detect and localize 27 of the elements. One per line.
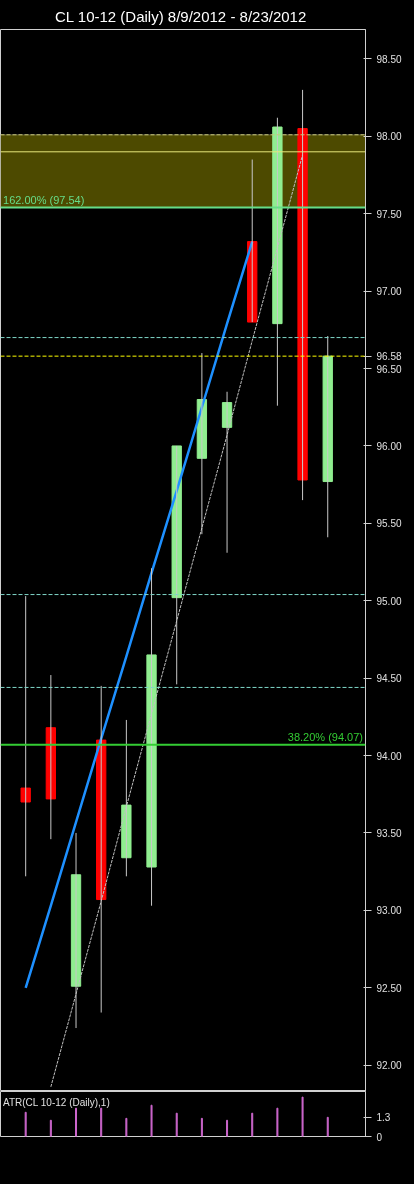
candlestick xyxy=(322,335,333,538)
y-tick-label: 96.00 xyxy=(376,440,402,452)
y-tick-label: 96.58 xyxy=(376,351,402,363)
y-tick-label: 93.50 xyxy=(376,827,402,839)
y-tick-label: 97.50 xyxy=(376,208,402,220)
y-tick-label: 92.00 xyxy=(376,1060,402,1072)
y-tick-label: 98.00 xyxy=(376,131,402,143)
y-tick-label: 0 xyxy=(376,1131,383,1143)
y-tick-label: 94.00 xyxy=(376,750,402,762)
y-tick-label: 98.50 xyxy=(376,53,402,65)
y-tick-label: 1.3 xyxy=(376,1112,391,1124)
line-series xyxy=(24,240,254,990)
y-tick-label: 93.00 xyxy=(376,905,402,917)
y-tick-label: 94.50 xyxy=(376,673,402,685)
y-tick-label: 95.50 xyxy=(376,518,402,530)
ref-line-label: 162.00% (97.54) xyxy=(3,193,85,206)
candlestick xyxy=(20,595,31,877)
y-tick-label: 92.50 xyxy=(376,982,402,994)
candlestick xyxy=(121,719,132,877)
ref-line-label: 38.20% (94.07) xyxy=(287,730,363,743)
text: ATR(CL 10-12 (Daily),1) xyxy=(3,1096,110,1108)
y-tick-label: 97.00 xyxy=(376,286,402,298)
y-tick-label: 95.00 xyxy=(376,595,402,607)
candlestick xyxy=(171,445,182,685)
chart-title: CL 10-12 (Daily) 8/9/2012 - 8/23/2012 xyxy=(55,7,307,25)
y-tick-label: 96.50 xyxy=(376,363,402,375)
candlestick xyxy=(146,567,157,907)
